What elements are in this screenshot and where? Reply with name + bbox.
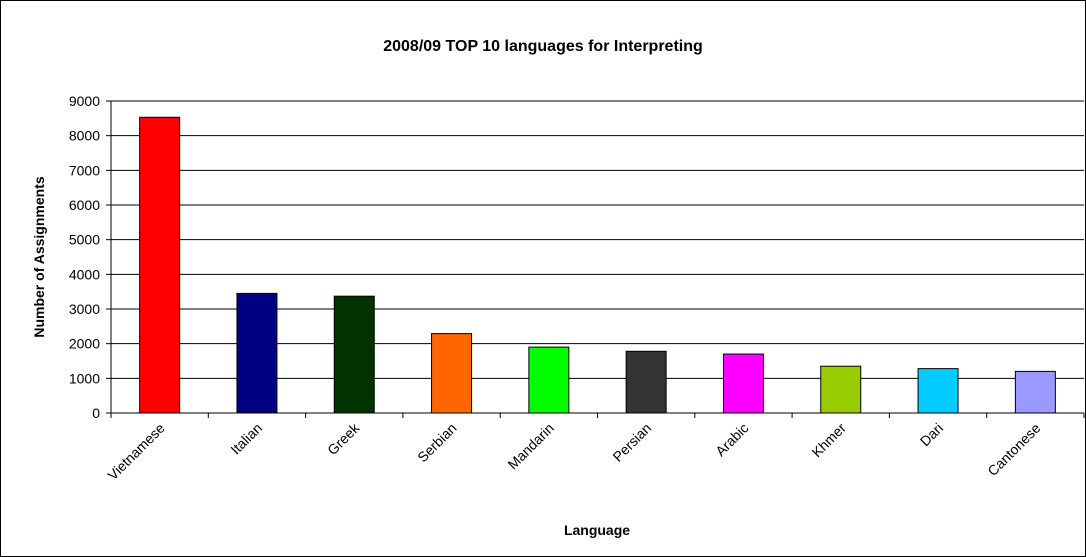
bar-italian xyxy=(236,292,278,414)
x-axis-label: Language xyxy=(564,522,630,538)
y-tick-label: 0 xyxy=(92,405,100,421)
bars xyxy=(139,116,1056,414)
x-tick-label: Dari xyxy=(917,420,946,449)
y-tick-label: 1000 xyxy=(69,370,100,386)
bar-serbian xyxy=(431,333,473,414)
y-tick-label: 7000 xyxy=(69,162,100,178)
bar-persian xyxy=(625,350,667,414)
y-tick-label: 2000 xyxy=(69,336,100,352)
x-tick-label: Persian xyxy=(609,420,654,465)
bar-mandarin xyxy=(528,346,570,414)
y-tick-label: 8000 xyxy=(69,128,100,144)
x-tick-label: Italian xyxy=(227,420,265,458)
bar-dari xyxy=(917,368,959,414)
x-tick-label: Mandarin xyxy=(504,420,557,473)
chart-title: 2008/09 TOP 10 languages for Interpretin… xyxy=(383,38,703,55)
y-tick-label: 5000 xyxy=(69,232,100,248)
x-tick-label: Greek xyxy=(324,419,363,458)
x-tick-label: Arabic xyxy=(712,420,751,459)
y-tick-label: 6000 xyxy=(69,197,100,213)
x-tick-label: Khmer xyxy=(808,420,849,461)
y-axis-ticks: 0 1000 2000 3000 4000 5000 6000 7000 8000 9000 xyxy=(69,93,111,421)
x-axis-ticks: Vietnamese Italian Greek Serbian Mandarin Per… xyxy=(104,413,1085,484)
y-axis-label: Number of Assignments xyxy=(31,176,47,337)
x-tick-label: Serbian xyxy=(414,420,459,465)
bar-vietnamese xyxy=(139,116,181,414)
y-tick-label: 9000 xyxy=(69,93,100,109)
bar-khmer xyxy=(820,365,862,414)
x-tick-label: Vietnamese xyxy=(104,420,168,484)
bar-arabic xyxy=(722,353,764,414)
bar-greek xyxy=(333,295,375,414)
x-tick-label: Cantonese xyxy=(984,420,1043,479)
y-tick-label: 4000 xyxy=(69,266,100,282)
bar-cantonese xyxy=(1014,370,1056,414)
y-tick-label: 3000 xyxy=(69,301,100,317)
